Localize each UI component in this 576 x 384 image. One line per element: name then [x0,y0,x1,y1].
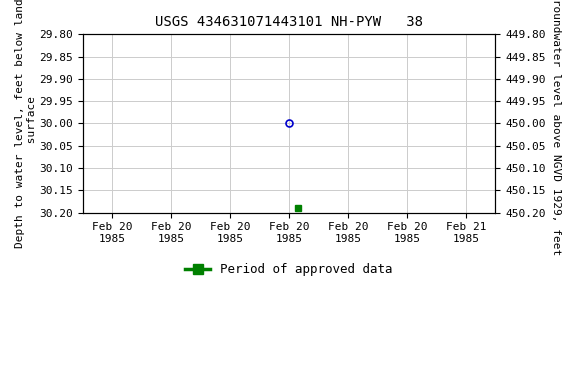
Legend: Period of approved data: Period of approved data [180,258,398,281]
Title: USGS 434631071443101 NH-PYW   38: USGS 434631071443101 NH-PYW 38 [155,15,423,29]
Y-axis label: Depth to water level, feet below land
 surface: Depth to water level, feet below land su… [15,0,37,248]
Y-axis label: Groundwater level above NGVD 1929, feet: Groundwater level above NGVD 1929, feet [551,0,561,255]
